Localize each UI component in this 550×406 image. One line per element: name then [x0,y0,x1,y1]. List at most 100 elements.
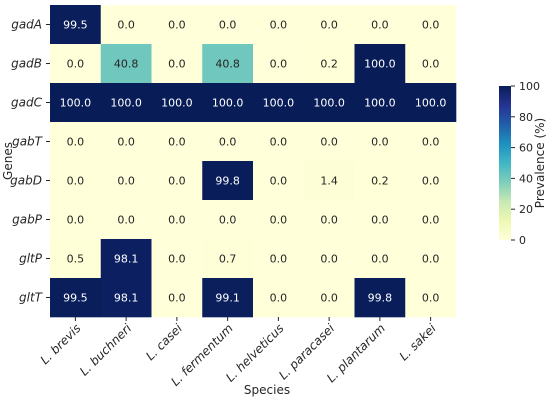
heatmap-cell [405,161,457,201]
cell-value-label: 0.0 [168,214,186,227]
cell-value-label: 100.0 [263,97,295,110]
cell-value-label: 0.0 [422,136,440,149]
cell-value-label: 0.0 [168,136,186,149]
heatmap-cell [50,44,102,84]
colorbar-tick-label: 0 [519,234,526,247]
cell-value-label: 0.0 [117,19,135,32]
cell-value-label: 0.0 [270,136,288,149]
cell-value-label: 0.5 [67,253,85,266]
cell-value-label: 0.0 [270,214,288,227]
cell-value-label: 0.0 [270,19,288,32]
heatmap-cell [354,5,406,45]
heatmap-cell [50,122,102,162]
row-label-gabT: gabT [12,135,44,149]
cell-value-label: 100.0 [313,97,345,110]
cell-value-label: 0.0 [422,19,440,32]
cell-value-label: 0.0 [371,136,389,149]
heatmap-cell [303,122,355,162]
cell-value-label: 0.0 [117,136,135,149]
heatmap-cell [50,278,102,318]
cell-value-label: 0.0 [67,58,85,71]
cell-value-label: 0.0 [422,253,440,266]
y-axis-title: Genes [1,142,15,180]
cell-value-label: 0.0 [371,214,389,227]
cell-value-label: 0.0 [320,253,338,266]
cell-value-label: 99.5 [63,292,88,305]
cell-value-label: 0.0 [320,136,338,149]
heatmap-cell [100,239,152,279]
heatmap-cell [354,122,406,162]
heatmap-cell [202,239,254,279]
heatmap-cell [151,44,203,84]
colorbar-tick-label: 100 [519,80,540,93]
colorbar-tick-label: 40 [519,172,533,185]
heatmap-cell [354,83,406,123]
colorbar-tick-label: 20 [519,203,533,216]
row-label-gadA: gadA [11,18,42,32]
heatmap-cell [50,83,102,123]
cell-value-label: 40.8 [215,58,240,71]
heatmap-cell [303,278,355,318]
heatmap-cell [50,5,102,45]
cell-value-label: 0.0 [270,58,288,71]
heatmap-cell [354,161,406,201]
heatmap-cell [151,239,203,279]
colorbar-tick-label: 60 [519,142,533,155]
cell-value-label: 0.0 [219,136,237,149]
cell-value-label: 0.0 [320,292,338,305]
cell-value-label: 99.5 [63,19,88,32]
cell-value-label: 0.0 [320,19,338,32]
row-label-gltP: gltP [19,252,43,266]
heatmap-cell [202,83,254,123]
heatmap-cell [253,161,305,201]
heatmap-cell [405,239,457,279]
colorbar-label: Prevalence (%) [533,118,547,208]
heatmap-cell [50,161,102,201]
cell-value-label: 0.0 [168,292,186,305]
heatmap-cell [100,200,152,240]
heatmap-cell [151,83,203,123]
cell-value-label: 0.2 [371,175,389,188]
heatmap-cell [151,161,203,201]
heatmap-cell [405,5,457,45]
cell-value-label: 0.0 [67,214,85,227]
cell-value-label: 0.0 [371,253,389,266]
row-label-gadC: gadC [11,96,43,110]
heatmap-cell [303,44,355,84]
heatmap-cell [202,278,254,318]
cell-value-label: 0.0 [67,136,85,149]
heatmap-cell [303,161,355,201]
heatmap-cell [50,200,102,240]
heatmap-cell [50,239,102,279]
heatmap-cell [202,5,254,45]
cell-value-label: 0.0 [168,253,186,266]
heatmap-cell [303,83,355,123]
colorbar-ticks: 0 20 40 60 80 100 [511,80,540,247]
heatmap-cell [100,161,152,201]
heatmap-cell [253,278,305,318]
column-label: L. casei [143,321,185,363]
colorbar: 0 20 40 60 80 100 Prevalence (%) [499,80,547,247]
heatmap-cell [100,83,152,123]
cell-value-label: 1.4 [320,175,338,188]
heatmap-cell [151,200,203,240]
cell-value-label: 100.0 [415,97,447,110]
cell-value-label: 40.8 [114,58,139,71]
colorbar-tick-label: 80 [519,111,533,124]
cell-value-label: 0.0 [67,175,85,188]
row-label-gabD: gabD [10,174,42,188]
cell-value-label: 99.1 [215,292,240,305]
cell-value-label: 0.0 [422,58,440,71]
heatmap-cell [100,122,152,162]
cell-value-label: 0.0 [219,214,237,227]
cell-value-label: 99.8 [215,175,240,188]
heatmap-cell [100,278,152,318]
cell-value-label: 0.0 [219,19,237,32]
heatmap-cell [253,239,305,279]
heatmap-cell [405,200,457,240]
heatmap-cell [253,44,305,84]
heatmap-cell [354,278,406,318]
x-axis-title: Species [244,383,290,397]
